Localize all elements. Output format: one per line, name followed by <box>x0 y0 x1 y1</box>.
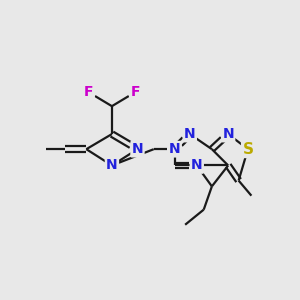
Text: N: N <box>222 127 234 141</box>
Text: N: N <box>132 142 143 156</box>
Text: S: S <box>242 142 253 157</box>
Text: N: N <box>184 127 196 141</box>
Text: F: F <box>130 85 140 99</box>
Text: N: N <box>106 158 118 172</box>
Text: N: N <box>191 158 202 172</box>
Text: N: N <box>169 142 181 156</box>
Text: F: F <box>84 85 93 99</box>
